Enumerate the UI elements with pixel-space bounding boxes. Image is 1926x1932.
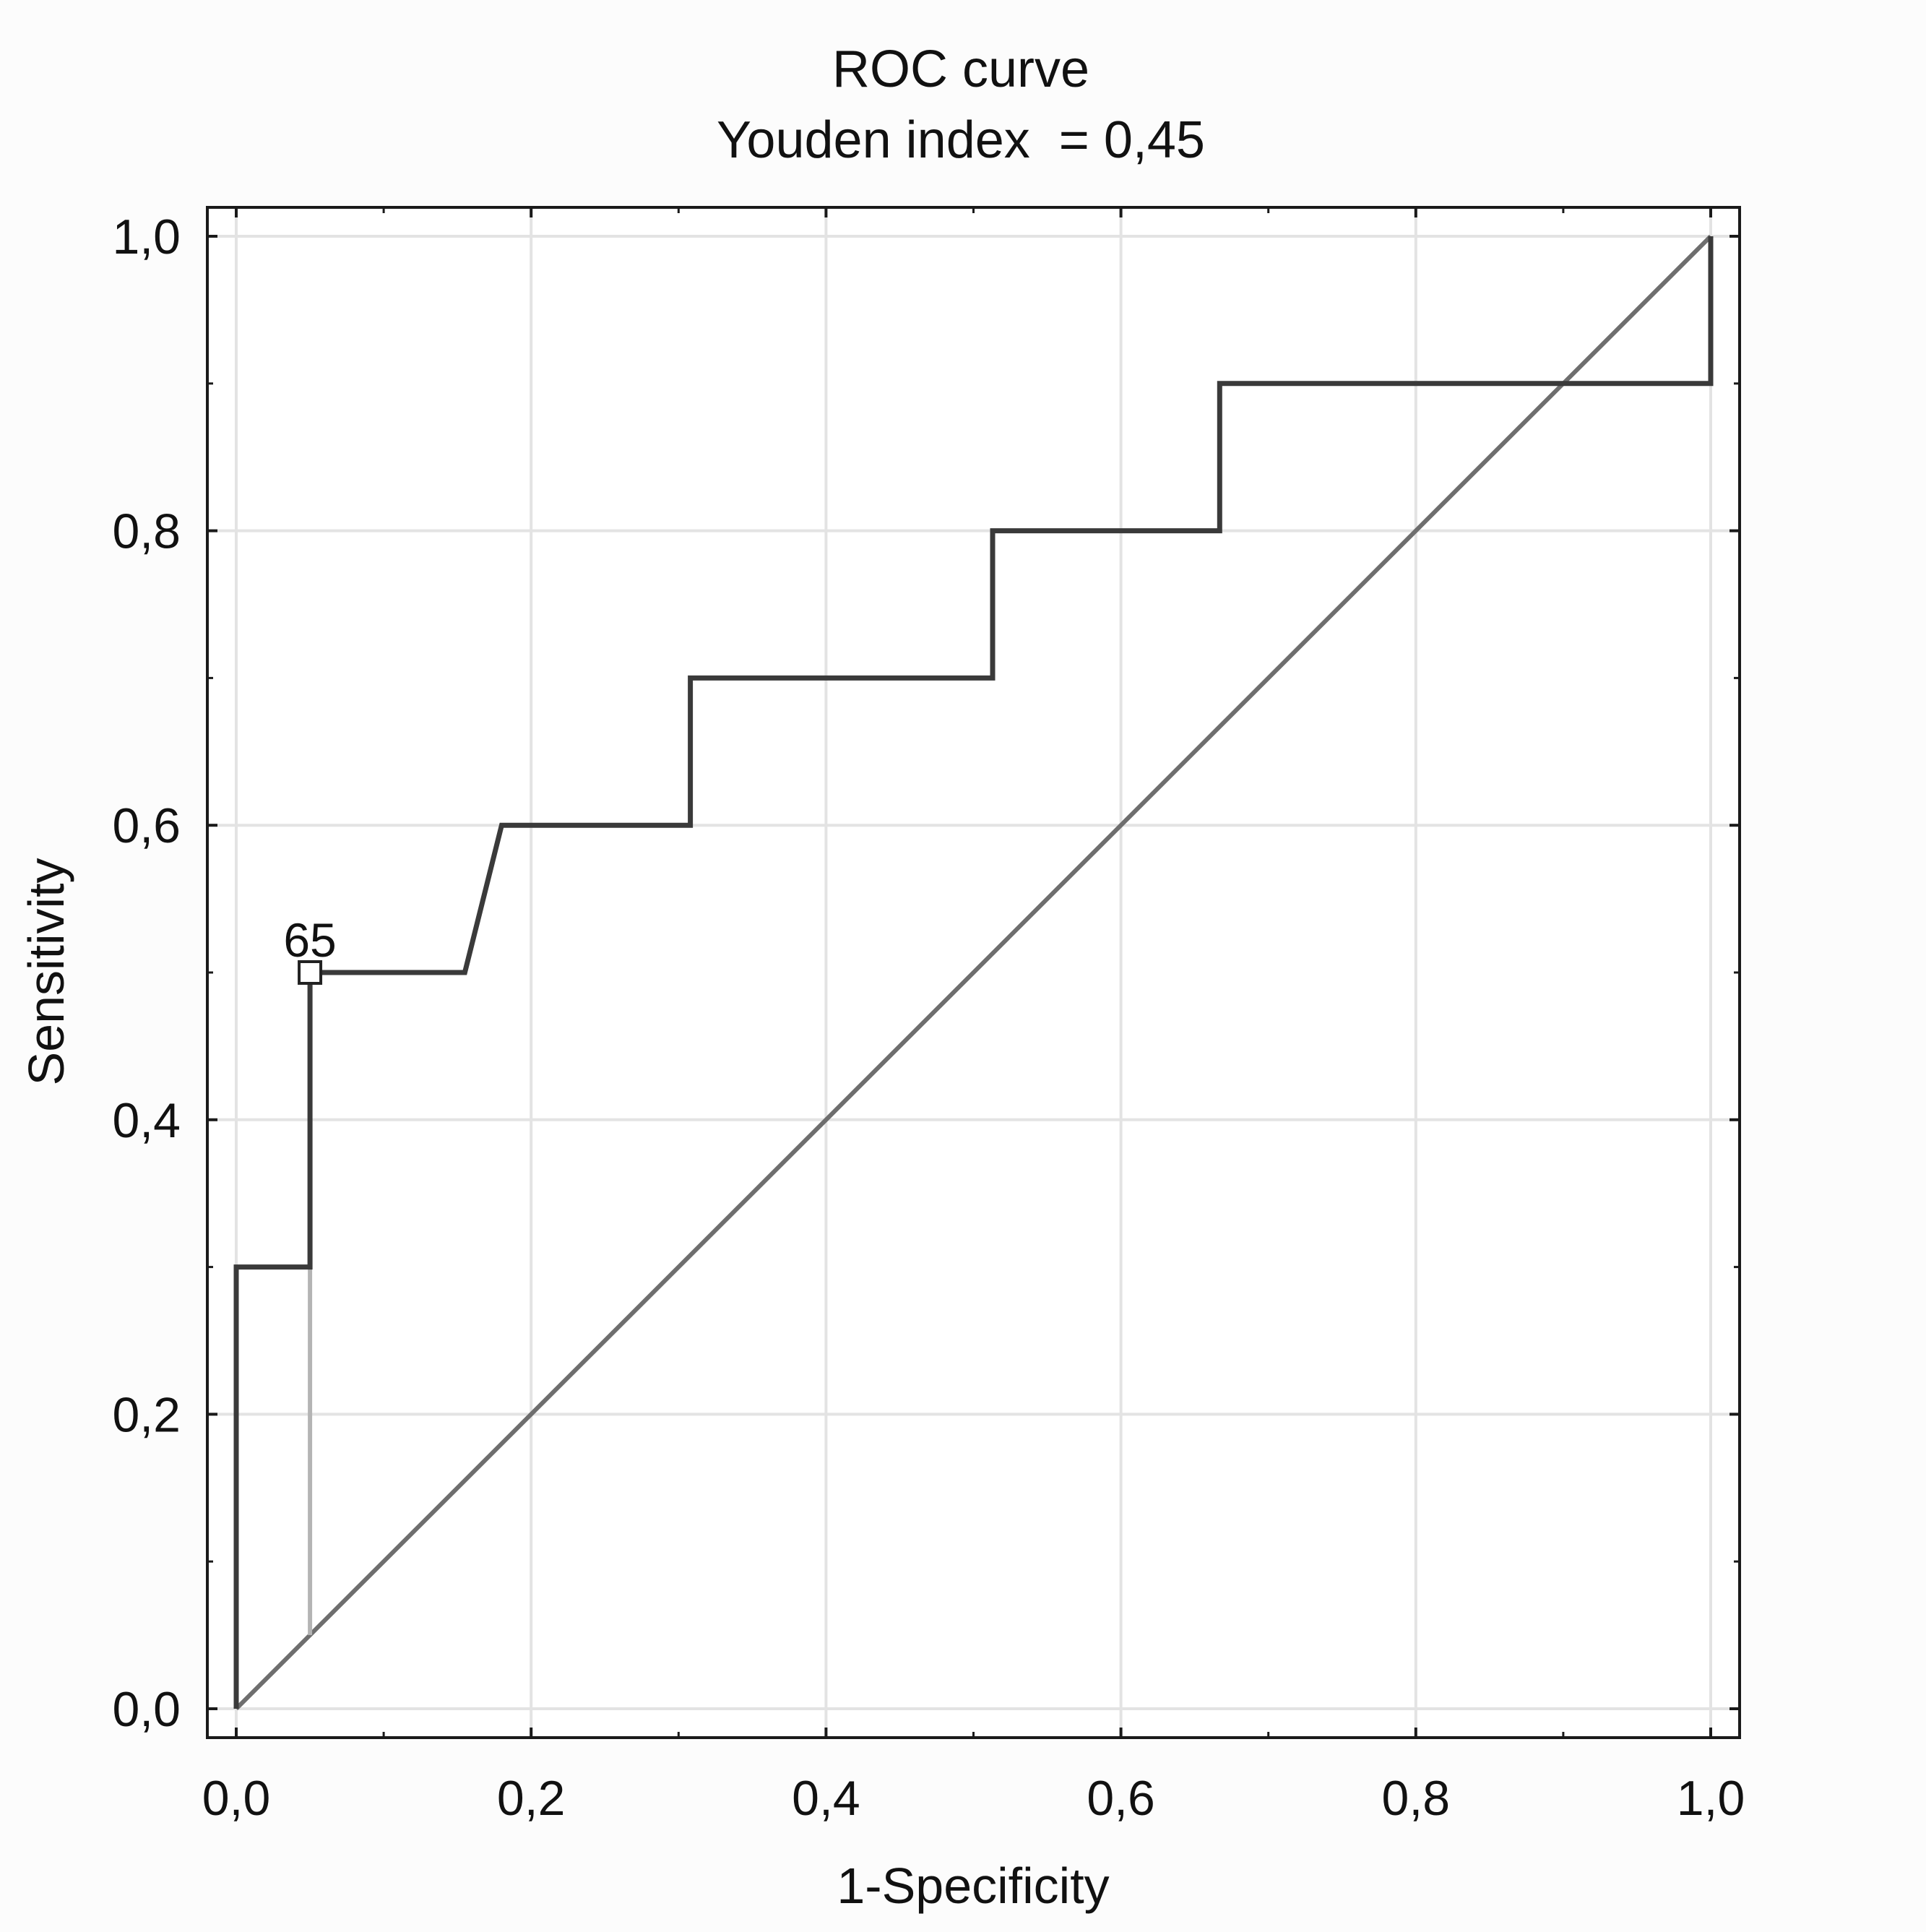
cutoff-point-label: 65 <box>283 913 336 967</box>
chart-title: ROC curve <box>832 40 1089 98</box>
y-axis-title: Sensitivity <box>18 858 74 1085</box>
x-tick-label: 0,0 <box>202 1771 271 1826</box>
x-axis-title: 1-Specificity <box>837 1858 1109 1914</box>
y-tick-label: 0,8 <box>112 504 181 559</box>
roc-curve-line <box>233 236 1714 1709</box>
chart-subtitle: Youden index = 0,45 <box>717 111 1205 169</box>
series-group: 65 <box>233 234 1714 1711</box>
cutoff-point-marker <box>298 960 323 985</box>
axis-ticks <box>207 207 1740 1738</box>
reference-diagonal-line <box>234 234 1713 1711</box>
y-tick-label: 0,2 <box>112 1387 181 1442</box>
grid-lines <box>207 207 1740 1738</box>
x-tick-label: 0,2 <box>497 1771 566 1826</box>
y-tick-label: 0,6 <box>112 798 181 853</box>
tick-labels: 0,0 0,2 0,4 0,6 0,8 1,0 0,0 0,2 0,4 0,6 0,8 1,0 <box>112 210 1745 1826</box>
x-tick-label: 0,6 <box>1087 1771 1155 1826</box>
y-tick-label: 0,4 <box>112 1093 181 1148</box>
x-tick-label: 0,8 <box>1382 1771 1451 1826</box>
x-tick-label: 0,4 <box>792 1771 860 1826</box>
y-tick-label: 0,0 <box>112 1682 181 1737</box>
x-tick-label: 1,0 <box>1677 1771 1745 1826</box>
y-tick-label: 1,0 <box>112 210 181 264</box>
